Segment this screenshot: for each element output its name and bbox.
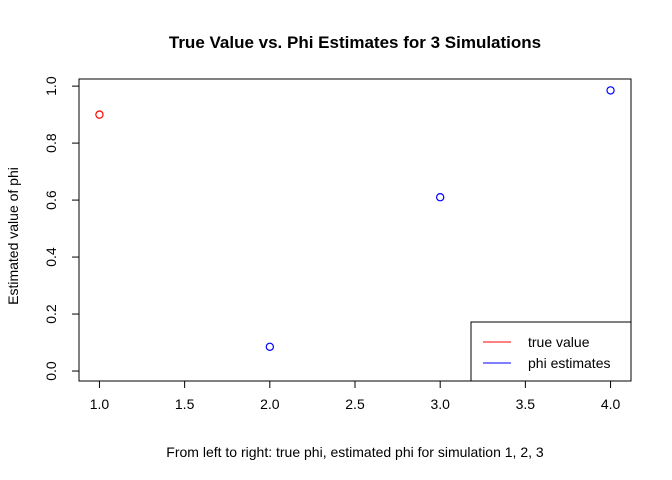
y-tick-label: 0.8 [43,133,59,153]
x-tick-label: 4.0 [601,396,621,412]
y-tick-label: 1.0 [43,76,59,96]
x-tick-label: 1.0 [90,396,110,412]
x-tick-label: 2.5 [345,396,365,412]
y-axis-label: Estimated value of phi [5,167,21,305]
legend-box [470,321,632,382]
legend: true value phi estimates [470,321,632,382]
data-points [95,86,615,352]
data-point [95,110,104,119]
chart-title: True Value vs. Phi Estimates for 3 Simul… [169,33,541,52]
x-axis: 1.0 1.5 2.0 2.5 3.0 3.5 4.0 [90,380,621,412]
x-tick-label: 1.5 [175,396,195,412]
x-tick-label: 2.0 [260,396,280,412]
y-tick-label: 0.6 [43,190,59,210]
x-tick-label: 3.0 [430,396,450,412]
y-axis: 0.0 0.2 0.4 0.6 0.8 1.0 [43,76,80,381]
x-tick-label: 3.5 [516,396,536,412]
data-point [606,86,615,95]
y-tick-label: 0.2 [43,304,59,324]
data-point [435,193,445,202]
legend-label: true value [528,334,590,350]
data-point [265,342,275,352]
y-tick-label: 0.0 [43,361,59,381]
x-axis-label: From left to right: true phi, estimated … [166,444,544,460]
y-tick-label: 0.4 [43,247,59,267]
legend-label: phi estimates [528,355,610,371]
